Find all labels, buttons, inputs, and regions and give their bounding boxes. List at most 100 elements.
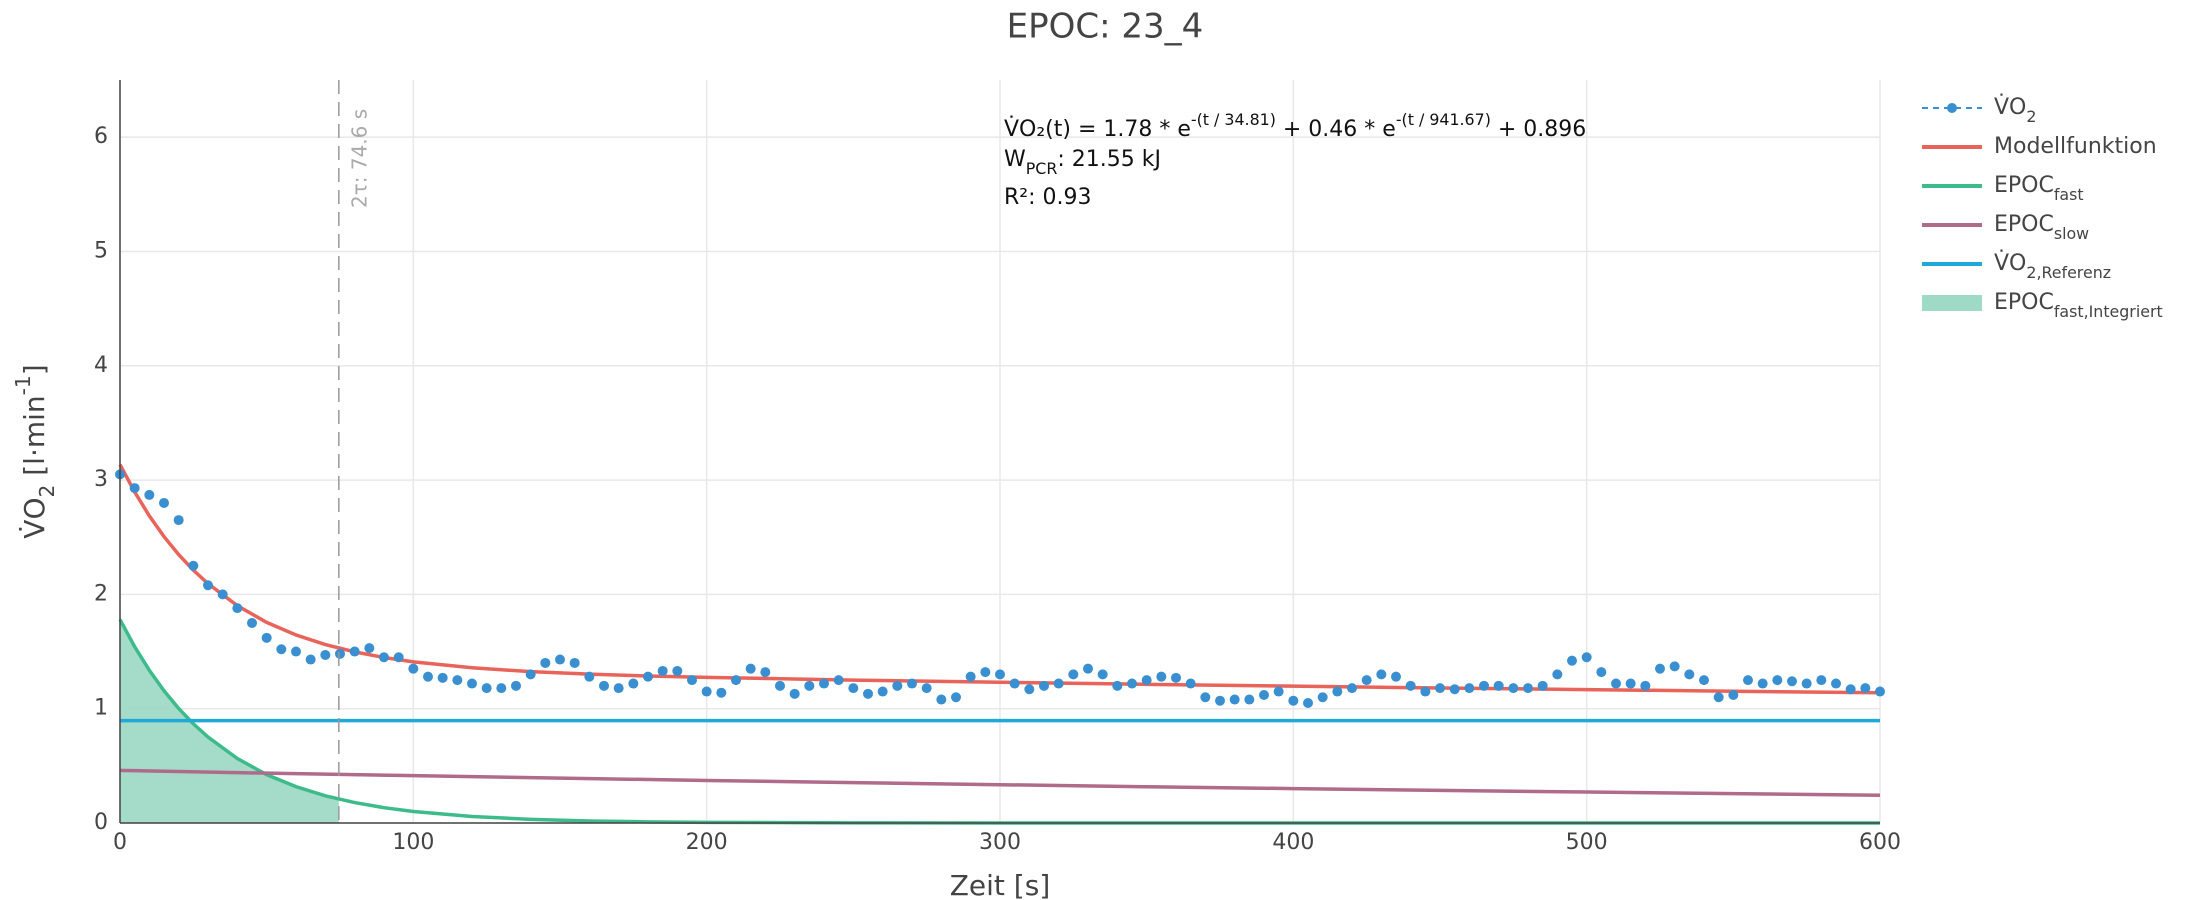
data-point	[349, 646, 360, 657]
data-point	[481, 683, 492, 694]
text-part: EPOC	[1994, 212, 2054, 237]
data-point	[1185, 678, 1196, 689]
chart-title: EPOC: 23_4	[1007, 7, 1204, 47]
data-point	[1757, 678, 1768, 689]
data-point	[1068, 669, 1079, 680]
data-point	[628, 678, 639, 689]
data-point	[775, 680, 785, 691]
data-point	[1435, 683, 1445, 694]
data-point	[833, 675, 844, 686]
text-part: 2	[2026, 107, 2036, 126]
text-part: fast,Integriert	[2054, 302, 2163, 321]
data-point	[247, 617, 257, 628]
data-point	[1875, 686, 1885, 697]
data-point	[1523, 683, 1533, 694]
data-point	[320, 649, 331, 660]
y-tick-label: 2	[94, 581, 108, 606]
data-point	[1288, 695, 1299, 706]
legend-label: Modellfunktion	[1994, 134, 2157, 159]
data-point	[1141, 675, 1152, 686]
legend-label: V̇O2,Referenz	[1994, 250, 2111, 282]
data-point	[892, 680, 903, 691]
data-point	[525, 669, 536, 680]
data-point	[1860, 683, 1871, 694]
data-point	[1581, 652, 1592, 663]
data-point	[1156, 671, 1167, 682]
data-point	[511, 680, 521, 691]
data-point	[804, 680, 815, 691]
x-tick-label: 400	[1272, 830, 1314, 855]
data-point	[305, 654, 316, 665]
y-tick-label: 6	[94, 124, 108, 149]
data-point	[1215, 695, 1225, 706]
data-point	[1552, 669, 1563, 680]
text-part: -1	[11, 375, 35, 395]
x-tick-label: 200	[686, 830, 728, 855]
y-axis-label: V̇O2 [l·min-1]	[11, 364, 59, 538]
data-point	[364, 643, 375, 654]
x-tick-label: 300	[979, 830, 1021, 855]
data-point	[1361, 675, 1372, 686]
data-point	[1317, 692, 1328, 703]
data-point	[921, 683, 932, 694]
data-point	[584, 671, 595, 682]
data-point	[1405, 680, 1416, 691]
data-point	[716, 687, 727, 698]
data-point	[687, 675, 697, 686]
data-point	[1669, 661, 1680, 672]
data-point	[657, 665, 668, 676]
data-point	[540, 657, 551, 668]
x-tick-label: 100	[392, 830, 434, 855]
data-point	[1376, 669, 1387, 680]
data-point	[1684, 669, 1695, 680]
text-part: V̇O₂(t) = 1.78 * e	[1004, 116, 1191, 142]
data-point	[1787, 676, 1797, 687]
data-point	[643, 671, 653, 682]
data-point	[1655, 663, 1665, 674]
text-part: V̇O	[1994, 250, 2026, 276]
data-point	[173, 515, 184, 526]
data-point	[1713, 692, 1724, 703]
data-point	[1831, 678, 1841, 689]
data-point	[291, 646, 301, 657]
data-point	[819, 678, 829, 689]
text-part: 2,Referenz	[2026, 263, 2111, 282]
data-point	[144, 489, 155, 500]
data-point	[731, 675, 741, 686]
y-tick-label: 1	[94, 696, 108, 721]
data-point	[159, 497, 169, 508]
data-point	[1229, 694, 1240, 705]
data-point	[1259, 689, 1269, 700]
data-point	[1567, 655, 1577, 666]
data-point	[1537, 680, 1548, 691]
text-part: W	[1004, 147, 1026, 172]
text-part: EPOC	[1994, 173, 2054, 198]
data-point	[863, 688, 873, 699]
text-part: + 0.46 * e	[1276, 117, 1396, 142]
data-point	[1273, 686, 1284, 697]
x-tick-label: 600	[1859, 830, 1901, 855]
y-tick-label: 0	[94, 810, 108, 835]
data-point	[555, 654, 565, 665]
data-point	[1772, 675, 1783, 686]
legend-symbol	[1922, 295, 1982, 311]
data-point	[452, 675, 463, 686]
data-point	[760, 667, 771, 678]
data-point	[232, 603, 243, 614]
text-part: PCR	[1026, 159, 1058, 178]
data-point	[335, 648, 345, 659]
data-point	[1743, 675, 1753, 686]
text-part: [l·min	[18, 395, 51, 484]
text-part: fast	[2054, 185, 2084, 204]
data-point	[1449, 684, 1460, 695]
data-point	[129, 483, 140, 494]
data-point	[1801, 678, 1812, 689]
data-point	[1039, 680, 1049, 691]
text-part: -(t / 941.67)	[1396, 110, 1491, 129]
data-point	[980, 667, 991, 678]
x-tick-label: 500	[1566, 830, 1608, 855]
data-point	[1611, 678, 1621, 689]
data-point	[848, 683, 859, 694]
line	[118, 463, 1881, 695]
data-point	[437, 672, 448, 683]
